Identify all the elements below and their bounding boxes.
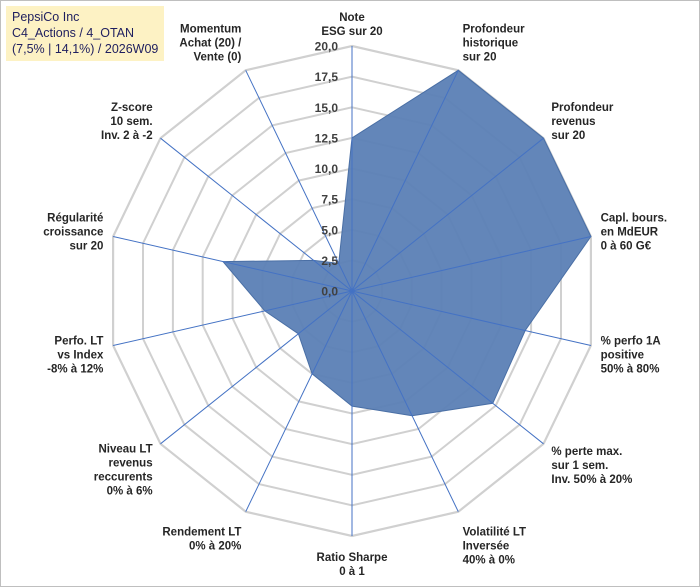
radar-axes (112, 46, 592, 536)
axis-label: Profondeur revenus sur 20 (551, 102, 613, 142)
tick-label: 12,5 (315, 131, 339, 145)
axis-spoke (112, 236, 353, 292)
axis-spoke (245, 70, 353, 292)
axis-label: Perfo. LT vs Index -8% à 12% (47, 335, 104, 375)
radar-axis-labels: Note ESG sur 20 Profondeur historique sur 20… (43, 12, 667, 578)
radar-tick-labels: 0,0 2,5 5,0 7,5 10,0 12,5 15,0 17,5 20,0 (315, 40, 339, 299)
axis-spoke (351, 70, 459, 292)
axis-label: Niveau LT revenus reccurents 0% à 6% (94, 443, 153, 497)
axis-spoke (160, 137, 353, 292)
axis-label: Volatilité LT Inversée 40% à 0% (463, 527, 526, 567)
axis-label: Ratio Sharpe 0 à 1 (317, 552, 388, 578)
series-area (221, 69, 592, 417)
tick-label: 7,5 (321, 193, 338, 207)
tick-label: 2,5 (321, 254, 338, 268)
title-category: C4_Actions / 4_OTAN (12, 26, 135, 40)
tick-label: 17,5 (315, 70, 339, 84)
tick-label: 10,0 (315, 162, 339, 176)
chart-title-box: PepsiCo Inc C4_Actions / 4_OTAN (7,5% | … (6, 6, 165, 61)
axis-spoke (351, 290, 544, 445)
axis-spoke (351, 236, 592, 292)
axis-label: Rendement LT 0% à 20% (162, 527, 241, 553)
axis-spoke (160, 290, 353, 445)
tick-label: 15,0 (315, 101, 339, 115)
axis-label: Régularité croissance sur 20 (43, 213, 103, 253)
axis-label: Momentum Achat (20) / Vente (0) (179, 23, 242, 63)
tick-label: 20,0 (315, 40, 339, 54)
axis-spoke (245, 290, 353, 512)
axis-spoke (112, 290, 353, 346)
axis-spoke (351, 137, 544, 292)
title-company: PepsiCo Inc (12, 10, 80, 24)
axis-spoke (351, 290, 592, 346)
tick-label: 5,0 (321, 223, 338, 237)
radar-series (221, 69, 592, 417)
axis-label: Capl. bours. en MdEUR 0 à 60 G€ (601, 213, 667, 253)
tick-label: 0,0 (321, 285, 338, 299)
axis-label: % perfo 1A positive 50% à 80% (601, 335, 661, 375)
axis-spoke (351, 290, 459, 512)
axis-label: Z-score 10 sem. Inv. 2 à -2 (101, 102, 153, 142)
axis-label: % perte max. sur 1 sem. Inv. 50% à 20% (551, 446, 632, 486)
axis-label: Profondeur historique sur 20 (463, 23, 525, 63)
title-period: (7,5% | 14,1%) / 2026W09 (12, 42, 159, 56)
axis-label: Note ESG sur 20 (321, 12, 382, 38)
